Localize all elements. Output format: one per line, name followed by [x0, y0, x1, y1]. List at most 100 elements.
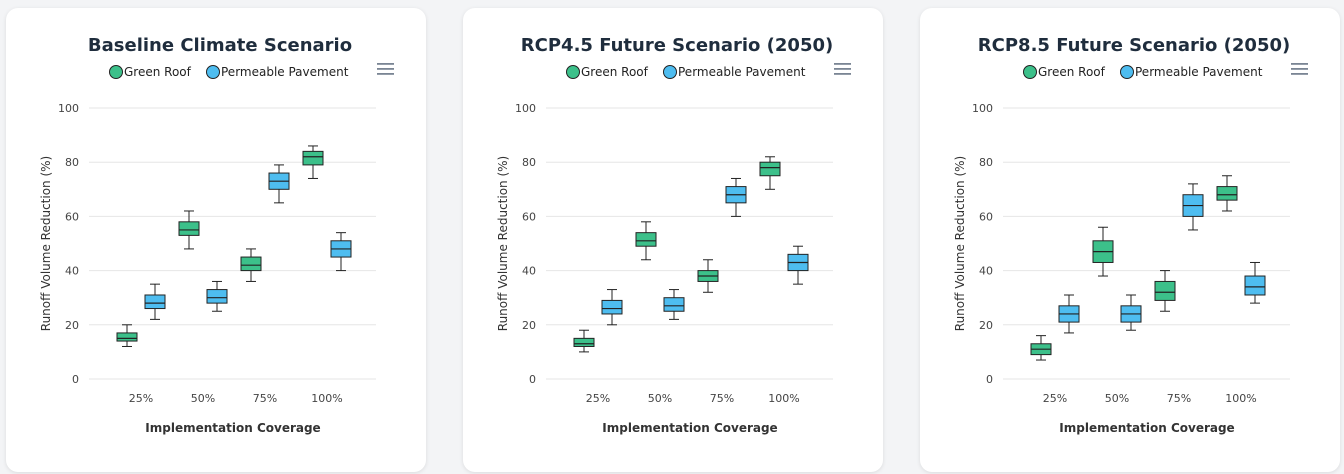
iqr-box: [1154, 280, 1176, 301]
x-axis-title: Implementation Coverage: [145, 421, 320, 435]
y-tick-label: 20: [979, 319, 993, 332]
box-permeable-pavement-25pct: [144, 283, 166, 320]
box-green-roof-75pct: [1154, 270, 1176, 312]
legend-marker-permeable-pavement: [206, 65, 220, 79]
legend-label: Green Roof: [1038, 65, 1106, 79]
menu-line: [377, 73, 394, 75]
x-tick-label: 25%: [129, 392, 153, 405]
y-axis-title: Runoff Volume Reduction (%): [496, 156, 510, 331]
y-tick-label: 20: [65, 319, 79, 332]
y-tick-label: 100: [972, 102, 993, 115]
chart-svg: RCP8.5 Future Scenario (2050) Green Roof P…: [953, 35, 1308, 435]
x-tick-label: 100%: [311, 392, 342, 405]
legend-marker-green-roof: [1023, 65, 1037, 79]
baseline-chart-card: Baseline Climate Scenario Green Roof Perme…: [6, 8, 426, 472]
iqr-box: [601, 299, 623, 315]
iqr-box: [302, 150, 324, 166]
menu-line: [377, 63, 394, 65]
iqr-box: [635, 232, 657, 247]
legend-label: Permeable Pavement: [1135, 65, 1263, 79]
legend-item-green-roof: Green Roof: [109, 65, 192, 79]
box-green-roof-75pct: [240, 248, 262, 282]
x-axis-title: Implementation Coverage: [602, 421, 777, 435]
menu-line: [834, 68, 851, 70]
x-tick-label: 75%: [710, 392, 734, 405]
box-green-roof-50pct: [1092, 226, 1114, 277]
x-tick-label: 50%: [191, 392, 215, 405]
y-tick-label: 40: [979, 265, 993, 278]
x-tick-label: 25%: [1043, 392, 1067, 405]
box-permeable-pavement-75pct: [1182, 183, 1204, 231]
chart-svg: Baseline Climate Scenario Green Roof Perme…: [39, 35, 394, 435]
legend-item-green-roof: Green Roof: [1023, 65, 1106, 79]
iqr-box: [144, 294, 166, 310]
legend-label: Permeable Pavement: [678, 65, 806, 79]
legend-label: Permeable Pavement: [221, 65, 349, 79]
y-tick-label: 20: [522, 319, 536, 332]
box-permeable-pavement-50pct: [663, 289, 685, 320]
x-tick-label: 50%: [1105, 392, 1129, 405]
hamburger-menu-icon[interactable]: [834, 63, 851, 75]
box-permeable-pavement-100pct: [787, 245, 809, 285]
iqr-box: [178, 221, 200, 236]
box-permeable-pavement-50pct: [1120, 294, 1142, 331]
y-axis-title: Runoff Volume Reduction (%): [39, 156, 53, 331]
box-green-roof-100pct: [1216, 175, 1238, 212]
iqr-box: [116, 332, 138, 342]
legend-item-permeable-pavement: Permeable Pavement: [663, 65, 806, 79]
legend-marker-green-roof: [566, 65, 580, 79]
x-tick-label: 50%: [648, 392, 672, 405]
box-green-roof-75pct: [697, 259, 719, 293]
menu-line: [377, 68, 394, 70]
y-tick-label: 60: [522, 210, 536, 223]
menu-line: [834, 63, 851, 65]
box-permeable-pavement-50pct: [206, 280, 228, 312]
y-tick-label: 80: [979, 156, 993, 169]
box-green-roof-50pct: [178, 210, 200, 250]
iqr-box: [573, 337, 595, 347]
legend-marker-permeable-pavement: [1120, 65, 1134, 79]
y-tick-label: 80: [65, 156, 79, 169]
box-green-roof-50pct: [635, 221, 657, 261]
iqr-box: [663, 297, 685, 312]
legend-label: Green Roof: [124, 65, 192, 79]
box-permeable-pavement-75pct: [268, 164, 290, 204]
box-green-roof-25pct: [1030, 335, 1052, 361]
hamburger-menu-icon[interactable]: [377, 63, 394, 75]
iqr-box: [1244, 275, 1266, 296]
y-tick-label: 40: [522, 265, 536, 278]
box-permeable-pavement-25pct: [1058, 294, 1080, 334]
legend-label: Green Roof: [581, 65, 649, 79]
x-tick-label: 25%: [586, 392, 610, 405]
legend-item-green-roof: Green Roof: [566, 65, 649, 79]
menu-line: [1291, 73, 1308, 75]
box-permeable-pavement-75pct: [725, 177, 747, 217]
menu-line: [834, 73, 851, 75]
chart-title: Baseline Climate Scenario: [88, 35, 352, 56]
iqr-box: [240, 256, 262, 272]
menu-line: [1291, 63, 1308, 65]
y-tick-label: 60: [979, 210, 993, 223]
legend-marker-permeable-pavement: [663, 65, 677, 79]
y-tick-label: 40: [65, 265, 79, 278]
y-tick-label: 0: [72, 373, 79, 386]
legend-item-permeable-pavement: Permeable Pavement: [1120, 65, 1263, 79]
x-tick-label: 100%: [768, 392, 799, 405]
y-tick-label: 100: [515, 102, 536, 115]
y-tick-label: 80: [522, 156, 536, 169]
y-tick-label: 0: [529, 373, 536, 386]
box-permeable-pavement-25pct: [601, 289, 623, 326]
box-green-roof-25pct: [573, 329, 595, 353]
rcp85-chart-card: RCP8.5 Future Scenario (2050) Green Roof P…: [920, 8, 1340, 472]
hamburger-menu-icon[interactable]: [1291, 63, 1308, 75]
box-permeable-pavement-100pct: [330, 232, 352, 272]
y-tick-label: 0: [986, 373, 993, 386]
box-green-roof-100pct: [759, 156, 781, 190]
chart-title: RCP8.5 Future Scenario (2050): [978, 35, 1290, 56]
box-permeable-pavement-100pct: [1244, 261, 1266, 304]
x-axis-title: Implementation Coverage: [1059, 421, 1234, 435]
chart-title: RCP4.5 Future Scenario (2050): [521, 35, 833, 56]
iqr-box: [759, 161, 781, 177]
iqr-box: [1216, 186, 1238, 201]
y-axis-title: Runoff Volume Reduction (%): [953, 156, 967, 331]
